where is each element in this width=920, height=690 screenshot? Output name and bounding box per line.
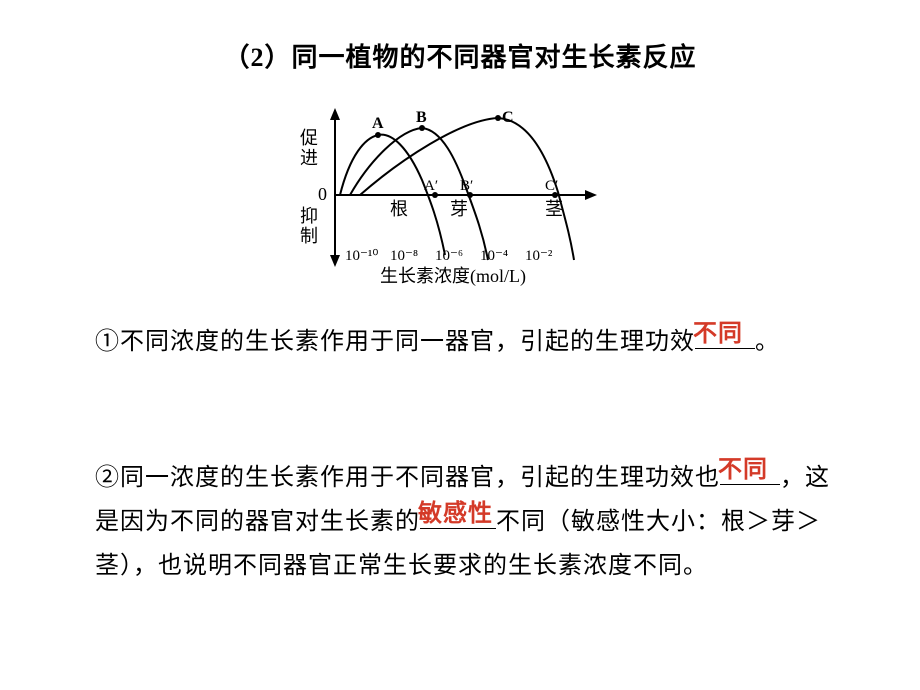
y-label-top-2: 进 xyxy=(300,148,318,168)
blank-2: 不同 xyxy=(720,457,780,485)
peak-C-dot xyxy=(495,115,501,121)
peak-A-label: A xyxy=(372,115,384,132)
y-label-bottom-2: 制 xyxy=(300,226,318,246)
organ-bud: 芽 xyxy=(450,199,468,219)
cross-C-label: C′ xyxy=(545,178,558,194)
p1-lead: ①不同浓度的生长素作用于同一器官，引起的生理功效 xyxy=(95,329,695,355)
blank-3: 敏感性 xyxy=(420,501,496,529)
cross-A-label: A′ xyxy=(424,178,438,194)
paragraph-2: ②同一浓度的生长素作用于不同器官，引起的生理功效也不同，这是因为不同的器官对生长… xyxy=(95,456,835,588)
blank-3-fill: 敏感性 xyxy=(418,502,493,526)
organ-stem: 茎 xyxy=(545,199,563,219)
xtick-1: 10⁻⁸ xyxy=(390,248,418,264)
peak-A-dot xyxy=(375,132,381,138)
peak-C-label: C xyxy=(502,109,514,126)
section-title: （2）同一植物的不同器官对生长素反应 xyxy=(0,37,920,74)
paragraph-1: ①不同浓度的生长素作用于同一器官，引起的生理功效不同。 xyxy=(95,320,835,364)
y-label-top-1: 促 xyxy=(300,128,318,148)
p2-lead: ②同一浓度的生长素作用于不同器官，引起的生理功效也 xyxy=(95,465,720,491)
x-axis-label: 生长素浓度(mol/L) xyxy=(380,266,526,287)
xtick-3: 10⁻⁴ xyxy=(480,248,508,264)
auxin-chart: 促 进 0 抑 制 10⁻¹⁰ 10⁻⁸ 10⁻⁶ 10⁻⁴ 10⁻² 生长素浓… xyxy=(290,100,630,290)
peak-B-label: B xyxy=(416,109,427,126)
cross-B-label: B′ xyxy=(460,178,473,194)
organ-root: 根 xyxy=(390,199,408,219)
p1-tail: 。 xyxy=(755,329,780,355)
blank-2-fill: 不同 xyxy=(718,458,768,482)
xtick-0: 10⁻¹⁰ xyxy=(345,248,378,264)
y-label-bottom-1: 抑 xyxy=(300,206,318,226)
blank-1-fill: 不同 xyxy=(693,322,743,346)
xtick-4: 10⁻² xyxy=(525,248,553,264)
xtick-2: 10⁻⁶ xyxy=(435,248,463,264)
blank-1: 不同 xyxy=(695,321,755,349)
y-label-zero: 0 xyxy=(318,184,327,204)
